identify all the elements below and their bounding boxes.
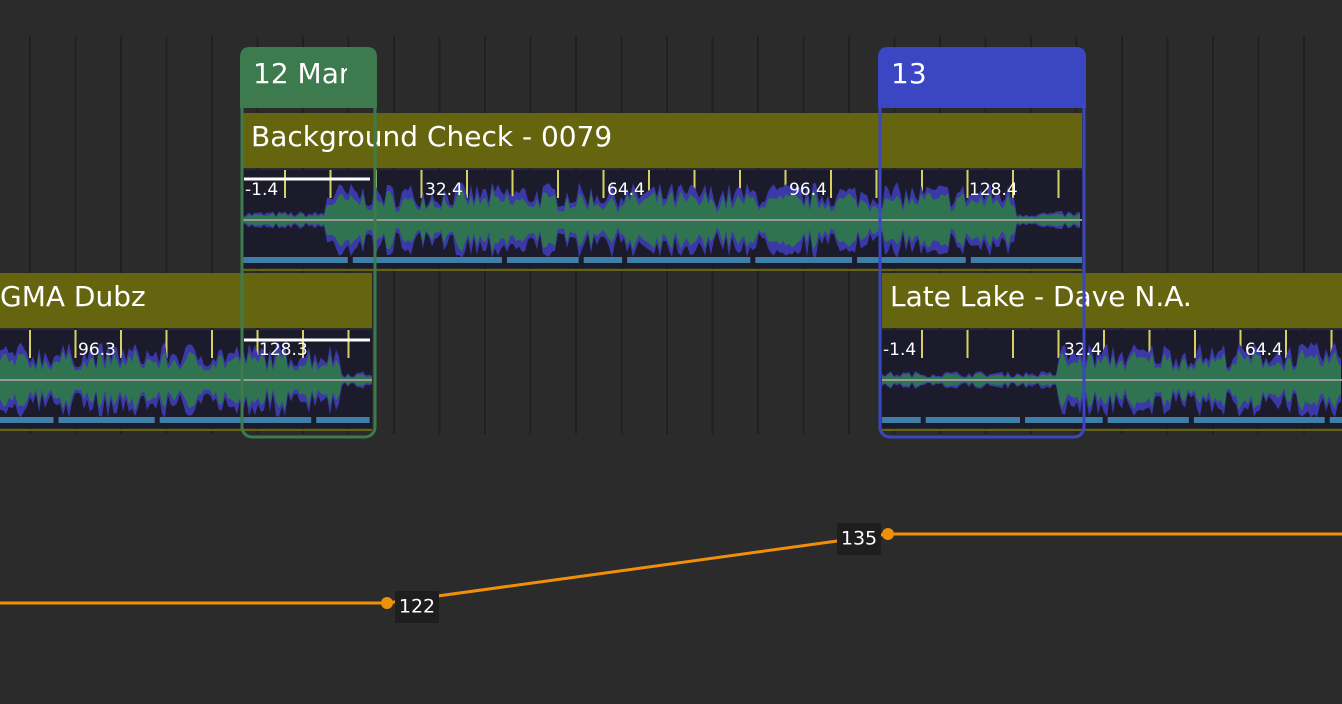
track-header	[882, 273, 1342, 328]
track-header	[243, 113, 1082, 168]
beat-label: -1.4	[883, 340, 916, 360]
beat-label: 96.4	[789, 180, 827, 200]
tempo-point	[381, 597, 393, 609]
tempo-point	[882, 528, 894, 540]
marker-label: 12 Mar	[253, 57, 351, 90]
beat-label: 32.4	[425, 180, 463, 200]
track-title: Late Lake - Dave N.A.	[890, 280, 1192, 313]
tempo-label: 122	[399, 596, 435, 618]
phrase-bar	[857, 257, 966, 263]
track: GMA Dubz 96.3 128.3	[0, 273, 372, 431]
phrase-bar	[925, 417, 1021, 423]
track: Late Lake - Dave N.A.-1.4 32.4 64.4	[882, 273, 1342, 431]
phrase-bar	[506, 257, 579, 263]
phrase-bar	[970, 257, 1082, 263]
phrase-bar	[627, 257, 751, 263]
beat-label: 64.4	[1245, 340, 1283, 360]
beat-label: -1.4	[245, 180, 278, 200]
track: Background Check - 0079 -1.4 32.4 64.4 96.4 1…	[243, 113, 1082, 271]
tempo-line	[0, 532, 1342, 605]
phrase-bar	[316, 417, 370, 423]
phrase-bar	[1329, 417, 1342, 423]
phrase-bar	[882, 417, 921, 423]
phrase-bar	[755, 257, 853, 263]
tempo-label: 135	[841, 528, 877, 550]
phrase-bar	[243, 257, 348, 263]
tempo-label-bg	[395, 591, 439, 623]
marker-header	[240, 47, 377, 108]
phrase-bar	[1107, 417, 1189, 423]
beat-label: 128.4	[969, 180, 1018, 200]
phrase-bar	[352, 257, 502, 263]
tempo-label-bg	[837, 523, 881, 555]
beat-label: 96.3	[78, 340, 116, 360]
track-title: GMA Dubz	[0, 280, 146, 313]
track-header	[0, 273, 372, 328]
marker-header	[878, 47, 1086, 108]
track-title: Background Check - 0079	[251, 120, 612, 153]
marker-label: 13	[891, 57, 927, 90]
phrase-bar	[159, 417, 312, 423]
phrase-bar	[583, 257, 623, 263]
phrase-bar	[1193, 417, 1325, 423]
beat-label: 64.4	[607, 180, 645, 200]
phrase-bar	[1025, 417, 1103, 423]
beat-label: 128.3	[259, 340, 308, 360]
phrase-bar	[58, 417, 155, 423]
phrase-bar	[0, 417, 54, 423]
